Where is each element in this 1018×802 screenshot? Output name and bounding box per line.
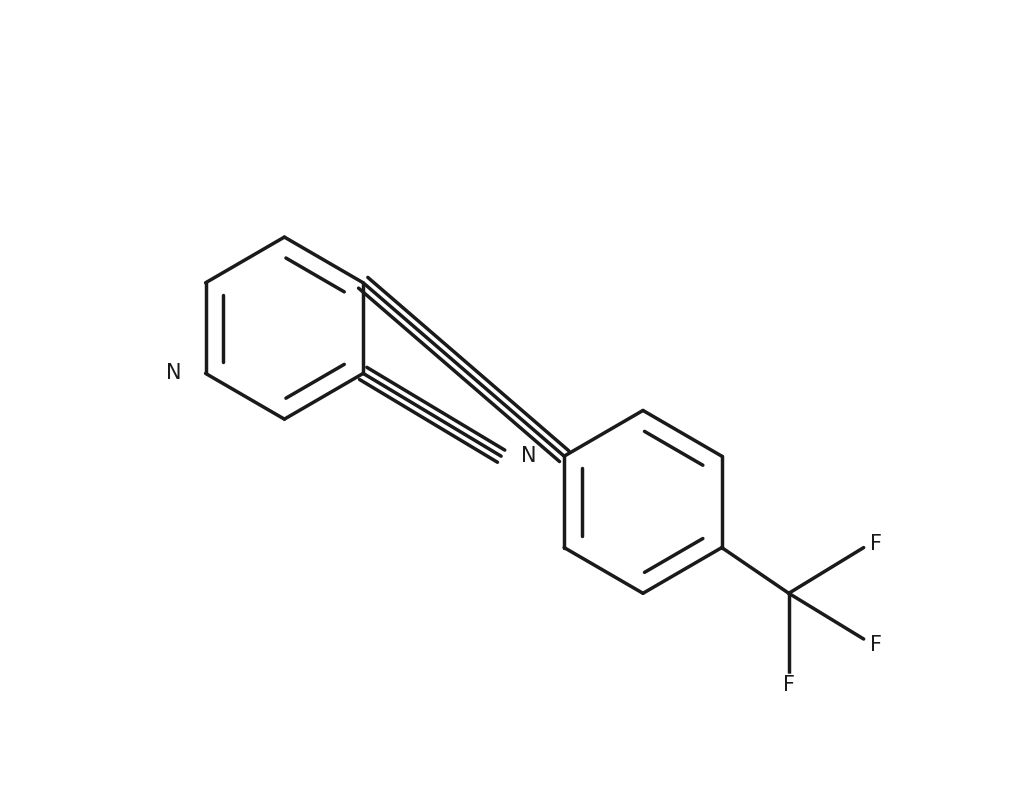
Text: F: F (783, 674, 795, 695)
Text: F: F (870, 534, 882, 554)
Text: N: N (521, 446, 536, 466)
Text: F: F (870, 635, 882, 655)
Text: N: N (166, 363, 182, 383)
